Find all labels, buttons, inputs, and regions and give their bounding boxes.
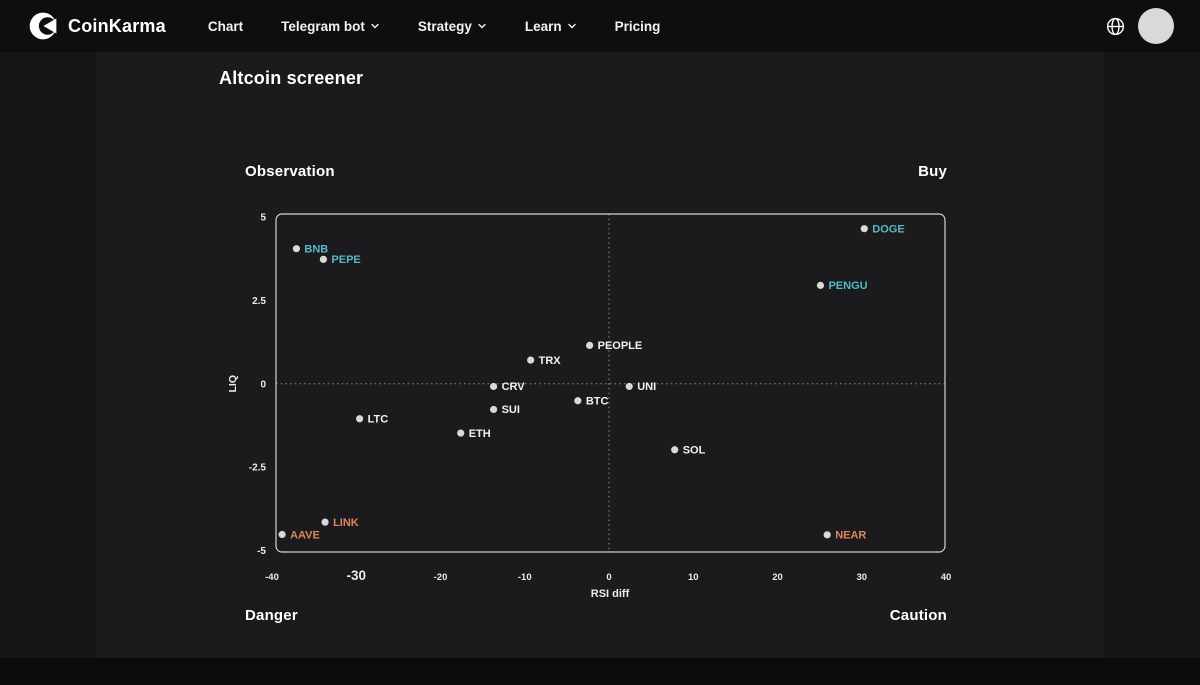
- point-label: BTC: [586, 396, 609, 408]
- topbar-right-actions: [1105, 8, 1174, 44]
- point-label: SOL: [683, 445, 706, 457]
- nav-item-label: Chart: [207, 18, 244, 34]
- y-tick-label: 0: [260, 379, 266, 390]
- chevron-down-icon: [478, 23, 486, 29]
- point-label: BNB: [304, 243, 328, 255]
- x-tick-label: -10: [518, 572, 532, 583]
- point-label: PENGU: [828, 280, 867, 292]
- user-avatar[interactable]: [1138, 8, 1174, 44]
- y-tick-label: 5: [260, 213, 266, 224]
- point-dot[interactable]: [574, 397, 582, 405]
- x-tick-label: -40: [265, 572, 279, 583]
- point-dot[interactable]: [860, 225, 868, 233]
- point-dot[interactable]: [292, 245, 301, 253]
- point-DOGE[interactable]: DOGE: [860, 223, 905, 235]
- point-NEAR[interactable]: NEAR: [823, 530, 867, 542]
- nav-item-pricing[interactable]: Pricing: [615, 19, 661, 34]
- point-label: LINK: [333, 517, 359, 529]
- chevron-down-icon: [567, 23, 576, 29]
- point-LINK[interactable]: LINK: [321, 517, 359, 529]
- point-label: TRX: [539, 355, 562, 367]
- chevron-down-icon: [371, 23, 379, 29]
- y-tick-label: 2.5: [252, 296, 266, 307]
- point-TRX[interactable]: TRX: [527, 355, 561, 367]
- x-tick-label: -20: [434, 572, 448, 583]
- point-ETH[interactable]: ETH: [457, 428, 491, 440]
- point-dot[interactable]: [816, 281, 825, 289]
- altcoin-scatter-chart: -40 -30 -20 -10 0 10 20 30 40 RSI diff 5 2.5 0 -2.5 -5…: [225, 205, 965, 605]
- scatter-plot-svg: -40 -30 -20 -10 0 10 20 30 40 RSI diff 5 2.5 0 -2.5 -5…: [227, 213, 952, 601]
- point-label: CRV: [502, 381, 526, 393]
- nav-item-label: Telegram bot: [281, 18, 365, 34]
- nav-item-strategy[interactable]: Strategy: [418, 19, 487, 34]
- point-label: NEAR: [835, 530, 866, 542]
- x-axis-title: RSI diff: [591, 588, 630, 600]
- point-dot[interactable]: [457, 429, 465, 437]
- point-dot[interactable]: [319, 255, 327, 263]
- quadrant-label-buy: Buy: [918, 163, 947, 180]
- point-SOL[interactable]: SOL: [671, 445, 706, 457]
- point-dot[interactable]: [823, 531, 831, 539]
- y-tick-label: -2.5: [249, 463, 267, 474]
- point-PEOPLE[interactable]: PEOPLE: [586, 340, 642, 352]
- plot-frame: [275, 213, 946, 553]
- point-dot[interactable]: [278, 530, 286, 539]
- x-tick-label: 10: [688, 572, 699, 583]
- main-nav: Chart Telegram bot Strategy Learn Pricin…: [208, 19, 661, 34]
- x-tick-label: 20: [772, 572, 783, 583]
- point-LTC[interactable]: LTC: [356, 414, 388, 426]
- point-SUI[interactable]: SUI: [489, 404, 520, 416]
- point-label: UNI: [637, 381, 656, 393]
- point-BNB[interactable]: BNB: [292, 243, 328, 255]
- nav-item-label: Strategy: [417, 18, 472, 34]
- point-dot[interactable]: [625, 382, 633, 391]
- x-tick-label: 40: [941, 572, 952, 583]
- point-AAVE[interactable]: AAVE: [278, 529, 320, 541]
- nav-item-learn[interactable]: Learn: [525, 19, 577, 34]
- brand-logo-link[interactable]: CoinKarma: [28, 11, 166, 41]
- x-tick-label: -30: [346, 568, 366, 583]
- main-content-panel: [96, 52, 1104, 658]
- point-label: LTC: [368, 414, 389, 426]
- point-UNI[interactable]: UNI: [625, 381, 657, 393]
- point-dot[interactable]: [586, 341, 594, 349]
- x-tick-label: 30: [856, 572, 867, 583]
- point-PENGU[interactable]: PENGU: [816, 280, 868, 292]
- footer-bar: [0, 658, 1200, 685]
- y-tick-label: -5: [257, 546, 266, 557]
- point-label: ETH: [469, 428, 491, 440]
- point-dot[interactable]: [489, 405, 498, 414]
- x-tick-label: 0: [606, 572, 611, 583]
- quadrant-label-caution: Caution: [889, 607, 947, 624]
- y-axis-title: LIQ: [227, 375, 239, 393]
- point-dot[interactable]: [321, 518, 329, 526]
- point-dot[interactable]: [671, 446, 679, 454]
- nav-item-label: Pricing: [614, 18, 661, 34]
- top-navigation-bar: CoinKarma Chart Telegram bot Strategy Le…: [0, 0, 1200, 52]
- coinkarma-logo-icon: [28, 11, 58, 41]
- brand-name: CoinKarma: [68, 15, 166, 36]
- point-CRV[interactable]: CRV: [489, 381, 526, 393]
- quadrant-label-danger: Danger: [245, 607, 298, 624]
- point-label: PEPE: [331, 254, 360, 266]
- point-dot[interactable]: [356, 415, 364, 423]
- point-BTC[interactable]: BTC: [574, 396, 608, 408]
- nav-item-chart[interactable]: Chart: [208, 19, 243, 34]
- point-dot[interactable]: [489, 382, 498, 391]
- nav-item-label: Learn: [524, 18, 562, 34]
- point-PEPE[interactable]: PEPE: [319, 254, 361, 266]
- point-label: SUI: [502, 404, 520, 416]
- point-dot[interactable]: [527, 356, 535, 364]
- point-label: AAVE: [290, 529, 320, 541]
- globe-language-icon[interactable]: [1105, 16, 1126, 37]
- nav-item-telegram-bot[interactable]: Telegram bot: [281, 19, 380, 34]
- quadrant-label-observation: Observation: [245, 163, 335, 180]
- page-title: Altcoin screener: [219, 68, 364, 88]
- point-label: DOGE: [872, 223, 904, 235]
- point-label: PEOPLE: [598, 340, 643, 352]
